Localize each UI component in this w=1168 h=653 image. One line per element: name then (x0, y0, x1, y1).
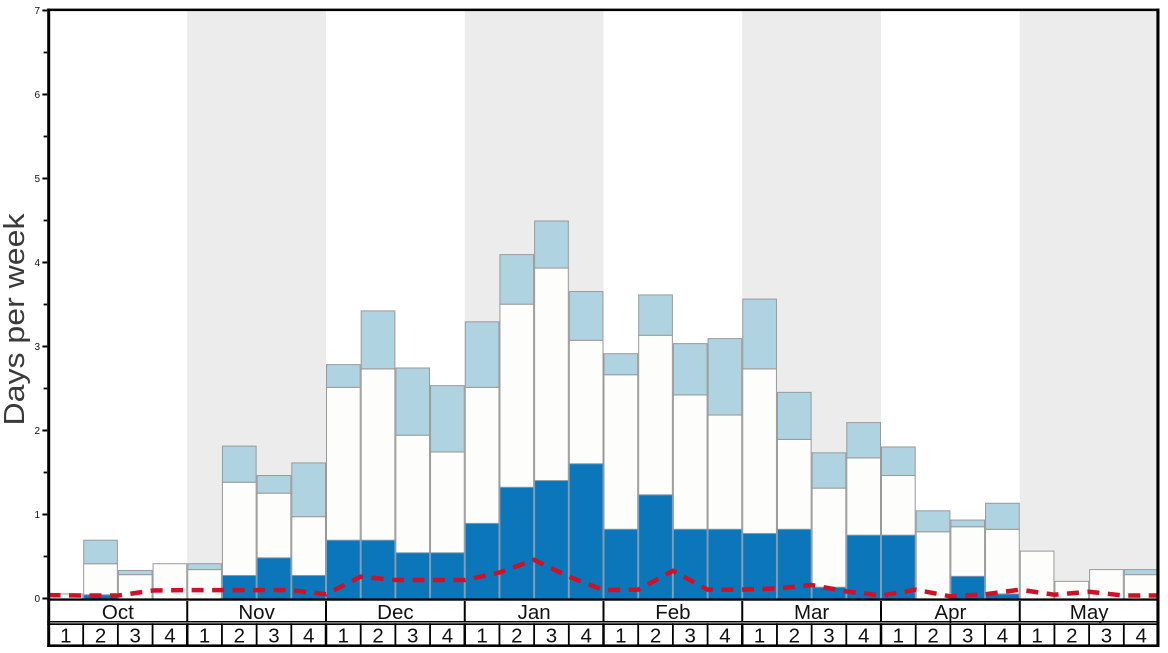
svg-text:3: 3 (407, 624, 418, 647)
svg-text:1: 1 (1031, 624, 1042, 647)
svg-text:3: 3 (962, 624, 973, 647)
svg-text:3: 3 (130, 624, 141, 647)
svg-text:1: 1 (199, 624, 210, 647)
svg-text:2: 2 (34, 426, 40, 437)
svg-text:1: 1 (476, 624, 487, 647)
svg-text:Dec: Dec (377, 601, 413, 624)
svg-text:Oct: Oct (102, 601, 134, 624)
svg-text:1: 1 (60, 624, 71, 647)
svg-text:Mar: Mar (794, 601, 829, 624)
svg-text:2: 2 (511, 624, 522, 647)
svg-text:2: 2 (95, 624, 106, 647)
svg-text:4: 4 (580, 624, 591, 647)
svg-text:May: May (1070, 601, 1109, 624)
svg-text:2: 2 (234, 624, 245, 647)
svg-text:2: 2 (789, 624, 800, 647)
svg-text:1: 1 (754, 624, 765, 647)
svg-text:0: 0 (34, 594, 40, 605)
svg-text:4: 4 (442, 624, 453, 647)
svg-text:1: 1 (615, 624, 626, 647)
svg-text:2: 2 (650, 624, 661, 647)
svg-text:3: 3 (1101, 624, 1112, 647)
svg-text:4: 4 (997, 624, 1008, 647)
svg-text:Apr: Apr (934, 601, 966, 624)
svg-text:3: 3 (685, 624, 696, 647)
svg-text:3: 3 (546, 624, 557, 647)
svg-text:2: 2 (1066, 624, 1077, 647)
svg-text:1: 1 (34, 510, 40, 521)
svg-text:4: 4 (719, 624, 730, 647)
svg-text:Feb: Feb (655, 601, 690, 624)
svg-text:6: 6 (34, 90, 40, 101)
svg-text:3: 3 (268, 624, 279, 647)
svg-text:Nov: Nov (238, 601, 275, 624)
svg-text:Jan: Jan (518, 601, 551, 624)
svg-text:4: 4 (34, 258, 40, 269)
svg-text:3: 3 (823, 624, 834, 647)
svg-text:2: 2 (372, 624, 383, 647)
svg-text:4: 4 (1135, 624, 1146, 647)
svg-text:3: 3 (34, 342, 40, 353)
svg-text:4: 4 (164, 624, 175, 647)
svg-text:5: 5 (34, 174, 40, 185)
svg-text:4: 4 (858, 624, 869, 647)
svg-text:1: 1 (338, 624, 349, 647)
svg-text:2: 2 (927, 624, 938, 647)
svg-text:4: 4 (303, 624, 314, 647)
svg-text:1: 1 (893, 624, 904, 647)
svg-text:7: 7 (34, 6, 40, 17)
svg-text:Days per week: Days per week (0, 213, 31, 426)
